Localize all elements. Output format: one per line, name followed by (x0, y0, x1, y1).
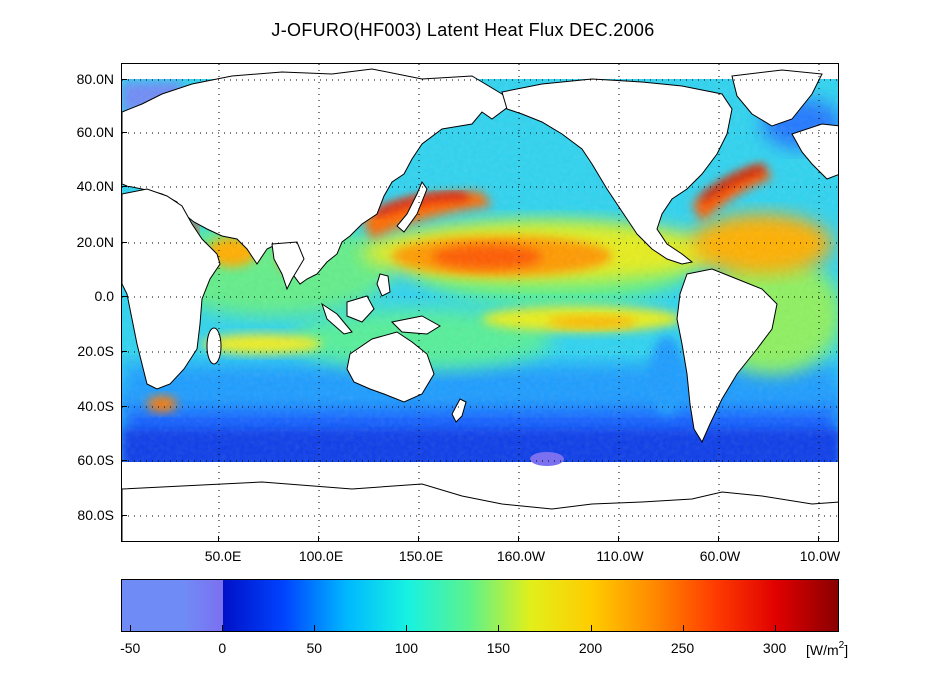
y-label-40n: 40.0N (76, 178, 114, 194)
north-america (501, 78, 733, 265)
x-label-150e: 150.0E (398, 548, 444, 564)
y-tick (121, 296, 127, 297)
colorbar-tick-label: 250 (670, 640, 695, 656)
philippines (376, 273, 391, 297)
x-tick (218, 536, 219, 542)
colorbar-tick (222, 625, 224, 632)
colorbar-tick (682, 625, 684, 632)
colorbar-tick-label: 100 (394, 640, 419, 656)
india (271, 241, 305, 291)
x-label-10w: 10.0W (799, 548, 841, 564)
new-guinea (390, 315, 441, 335)
africa (122, 188, 221, 390)
colorbar-tick (498, 625, 500, 632)
y-label-20s: 20.0S (77, 343, 114, 359)
australia (346, 331, 435, 403)
y-tick (121, 186, 127, 187)
map-title: J-OFURO(HF003) Latent Heat Flux DEC.2006 (271, 20, 655, 40)
land-masses (122, 68, 838, 541)
colorbar-tick (130, 625, 132, 632)
x-label-60w: 60.0W (699, 548, 741, 564)
greenland (731, 69, 823, 127)
latent-heat-flux-map (121, 63, 839, 542)
colorbar (121, 579, 839, 632)
colorbar-tick-label: 150 (486, 640, 511, 656)
colorbar-tick (406, 625, 408, 632)
y-tick (121, 460, 127, 461)
y-label-60n: 60.0N (76, 124, 114, 140)
colorbar-tick-label: 300 (762, 640, 787, 656)
y-tick (121, 79, 127, 80)
x-tick (818, 536, 819, 542)
japan (396, 180, 428, 233)
colorbar-tick (590, 625, 592, 632)
colorbar-tick-label: 0 (218, 640, 227, 656)
y-label-80s: 80.0S (77, 507, 114, 523)
x-label-100e: 100.0E (298, 548, 344, 564)
y-tick (121, 406, 127, 407)
colorbar-tick (314, 625, 316, 632)
unit-prefix: [W/m (806, 642, 839, 658)
colorbar-tick-label: 50 (306, 640, 323, 656)
colorbar-tick-label: -50 (120, 640, 141, 656)
new-zealand (451, 398, 467, 423)
x-tick (618, 536, 619, 542)
x-tick (418, 536, 419, 542)
y-label-80n: 80.0N (76, 71, 114, 87)
x-label-160w: 160.0W (496, 548, 546, 564)
eurasia (122, 68, 513, 285)
x-tick (518, 536, 519, 542)
x-label-50e: 50.0E (204, 548, 242, 564)
antarctica (122, 481, 838, 541)
y-label-equator: 0.0 (94, 288, 114, 304)
colorbar-tick (774, 625, 776, 632)
y-label-20n: 20.0N (76, 234, 114, 250)
y-tick (121, 242, 127, 243)
x-tick (718, 536, 719, 542)
unit-sup: 2 (838, 640, 845, 651)
x-label-110w: 110.0W (596, 548, 644, 564)
x-tick (318, 536, 319, 542)
south-america (676, 268, 778, 444)
y-label-60s: 60.0S (77, 452, 114, 468)
y-tick (121, 515, 127, 516)
colorbar-unit: [W/m2] (806, 640, 848, 658)
y-tick (121, 132, 127, 133)
europe (791, 123, 838, 180)
map-svg (122, 64, 838, 541)
borneo (346, 295, 375, 323)
sumatra (321, 302, 353, 335)
y-tick (121, 351, 127, 352)
madagascar (206, 327, 222, 365)
unit-suffix: ] (844, 642, 849, 658)
y-label-40s: 40.0S (77, 398, 114, 414)
colorbar-tick-label: 200 (578, 640, 603, 656)
